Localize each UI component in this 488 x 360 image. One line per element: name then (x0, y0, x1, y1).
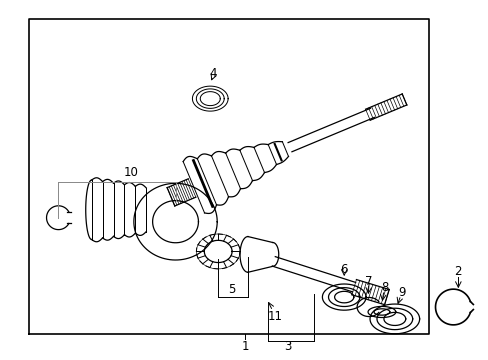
Text: 10: 10 (123, 166, 138, 179)
Text: 1: 1 (241, 340, 248, 353)
Text: 8: 8 (381, 281, 388, 294)
Text: 3: 3 (284, 340, 291, 353)
Text: 2: 2 (454, 265, 461, 278)
Text: 11: 11 (267, 310, 282, 323)
Text: 4: 4 (209, 67, 217, 80)
Text: 6: 6 (340, 263, 347, 276)
Text: 5: 5 (228, 283, 235, 296)
Text: 9: 9 (397, 285, 405, 299)
Text: 7: 7 (365, 275, 372, 288)
